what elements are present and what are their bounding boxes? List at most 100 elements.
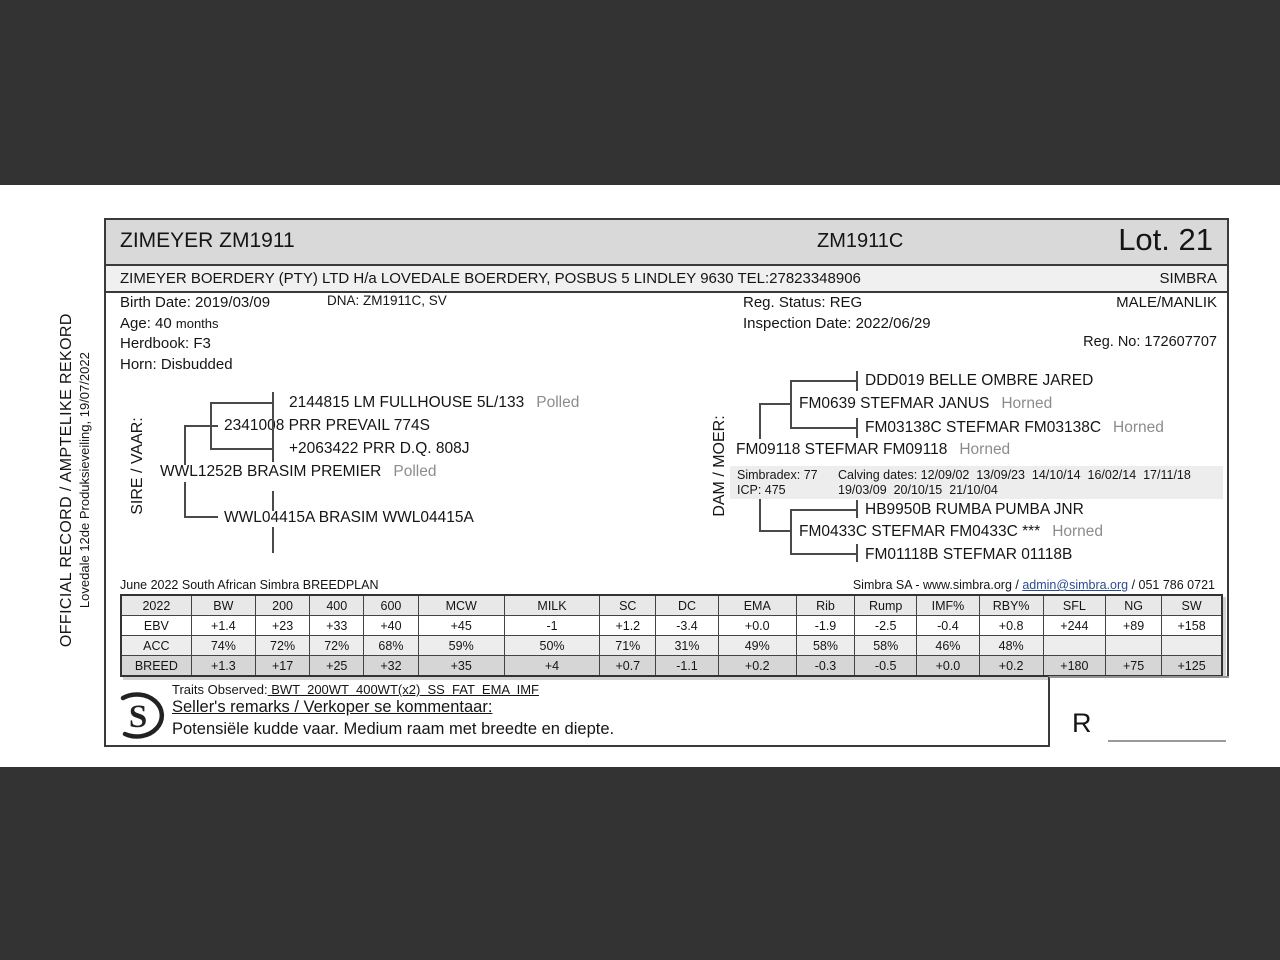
breed-avg-row: BREED +1.3 +17 +25 +32 +35 +4 +0.7 -1.1 … [120, 655, 1223, 677]
breed-cell: -0.3 [795, 655, 856, 677]
sire-sire-sire: 2144815 LM FULLHOUSE 5L/133 Polled [289, 394, 579, 412]
dam-dam-horn: Horned [1052, 523, 1104, 540]
animal-reg-code: ZM1911C [817, 230, 904, 252]
pedigree-line [184, 425, 186, 465]
price-box: R [1048, 676, 1229, 747]
pedigree-line [759, 499, 761, 532]
dna-info: DNA: ZM1911C, SV [327, 293, 447, 308]
breed-cell: -1.1 [655, 655, 719, 677]
dam-dam: FM0433C STEFMAR FM0433C *** Horned [799, 523, 1103, 541]
acc-cell: 59% [417, 635, 505, 656]
ebv-cell: +0.0 [717, 615, 797, 636]
svg-text:S: S [129, 699, 147, 735]
col-header: 600 [363, 594, 419, 616]
pedigree-line [790, 509, 792, 555]
acc-row: ACC 74% 72% 72% 68% 59% 50% 71% 31% 49% … [120, 635, 1223, 656]
simbradex-icp: Simbradex: 77 ICP: 475 [737, 468, 818, 498]
acc-cell: 49% [717, 635, 797, 656]
card-header: ZIMEYER ZM1911 ZM1911C Lot. 21 [106, 220, 1227, 266]
traits-values: BWT 200WT 400WT(x2) SS FAT EMA IMF [267, 682, 539, 697]
col-header: SW [1161, 594, 1223, 616]
acc-cell: 58% [795, 635, 856, 656]
icp: ICP: 475 [737, 483, 786, 497]
acc-cell: 71% [599, 635, 657, 656]
col-header: NG [1104, 594, 1163, 616]
lot-number: Lot. 21 [1118, 222, 1213, 257]
ebv-cell: -1.9 [795, 615, 856, 636]
pedigree-line [790, 380, 856, 382]
reg-no: Reg. No: 172607707 [1083, 334, 1217, 350]
pedigree-line [272, 392, 274, 462]
pedigree-line [184, 425, 218, 427]
col-header: Rib [795, 594, 856, 616]
col-header: BW [190, 594, 256, 616]
breed-cell: +75 [1104, 655, 1163, 677]
ebv-cell: +244 [1042, 615, 1106, 636]
breed-cell: +125 [1161, 655, 1223, 677]
horn-status: Horn: Disbudded [120, 356, 233, 373]
pedigree-line [272, 527, 274, 553]
dam-horn: Horned [959, 441, 1011, 458]
ebv-cell: -0.4 [916, 615, 980, 636]
pedigree-line [856, 371, 858, 391]
col-header: Rump [854, 594, 918, 616]
dam-sire-horn: Horned [1001, 395, 1053, 412]
price-line [1108, 740, 1226, 742]
side-label-line1: OFFICIAL RECORD / AMPTELIKE REKORD [57, 313, 75, 648]
breed-cell: +25 [309, 655, 365, 677]
currency-symbol: R [1072, 708, 1092, 738]
acc-cell [1042, 635, 1106, 656]
acc-cell: 74% [190, 635, 256, 656]
inspection-date: Inspection Date: 2022/06/29 [743, 315, 931, 332]
bottom-band [0, 767, 1280, 960]
col-header: MILK [503, 594, 601, 616]
pedigree-line [272, 491, 274, 511]
acc-cell [1161, 635, 1223, 656]
contact-prefix: Simbra SA - www.simbra.org / [852, 578, 1023, 592]
dam: FM09118 STEFMAR FM09118 Horned [736, 441, 1010, 459]
ebv-cell: +1.4 [190, 615, 256, 636]
breed-cell: +35 [417, 655, 505, 677]
traits-observed: Traits Observed: BWT 200WT 400WT(x2) SS … [172, 682, 539, 697]
pedigree-line [790, 427, 856, 429]
dam-breeding-info: Simbradex: 77 ICP: 475 Calving dates: 12/… [730, 466, 1223, 499]
col-header: DC [655, 594, 719, 616]
reg-status: Reg. Status: REG [743, 294, 863, 311]
sire-horn: Polled [393, 463, 437, 480]
pedigree-line [210, 448, 272, 450]
dam-dam-sire: HB9950B RUMBA PUMBA JNR [865, 501, 1084, 518]
seller-logo: S [110, 688, 168, 747]
breed-cell: +0.7 [599, 655, 657, 677]
sex: MALE/MANLIK [1116, 294, 1217, 311]
dam-label: DAM / MOER: [711, 415, 728, 517]
age-value: Age: 40 [120, 315, 172, 332]
row-label: EBV [120, 615, 192, 636]
age-unit: months [175, 316, 219, 331]
top-band [0, 0, 1280, 185]
ebv-cell: +45 [417, 615, 505, 636]
dam-sire-dam-name: FM03138C STEFMAR FM03138C [865, 419, 1102, 436]
email-link[interactable]: admin@simbra.org [1022, 578, 1129, 592]
age: Age: 40 months [120, 315, 219, 332]
acc-cell [1104, 635, 1163, 656]
ebv-cell: +40 [363, 615, 419, 636]
sire: WWL1252B BRASIM PREMIER Polled [160, 463, 436, 481]
dam-sire-dam-horn: Horned [1113, 419, 1164, 436]
acc-cell: 48% [978, 635, 1044, 656]
dam-dam-dam: FM01118B STEFMAR 01118B [865, 546, 1073, 563]
col-header: IMF% [916, 594, 980, 616]
table-header-row: 2022 BW 200 400 600 MCW MILK SC DC EMA R… [120, 594, 1223, 616]
pedigree-line [856, 500, 858, 518]
animal-name: ZIMEYER ZM1911 [120, 229, 295, 252]
row-label: BREED [120, 655, 192, 677]
acc-cell: 58% [854, 635, 918, 656]
remarks-heading: Seller's remarks / Verkoper se kommentaa… [172, 698, 493, 716]
acc-cell: 50% [503, 635, 601, 656]
owner-bar: ZIMEYER BOERDERY (PTY) LTD H/a LOVEDALE … [106, 266, 1227, 293]
col-header: 200 [254, 594, 311, 616]
col-header: 2022 [120, 594, 192, 616]
ebv-cell: +158 [1161, 615, 1223, 636]
breedplan-contact: Simbra SA - www.simbra.org / admin@simbr… [853, 578, 1215, 592]
col-header: SFL [1042, 594, 1106, 616]
breed-cell: +1.3 [190, 655, 256, 677]
